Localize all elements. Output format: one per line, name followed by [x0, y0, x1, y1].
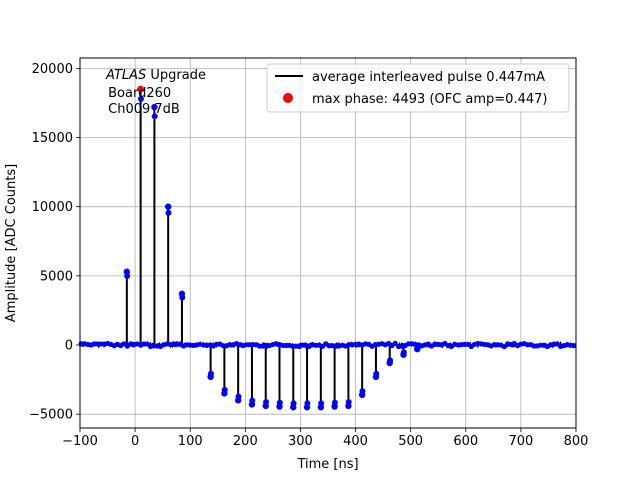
- sample-marker: [571, 343, 577, 349]
- spike-sample-marker: [304, 400, 311, 407]
- spike-sample-marker: [318, 400, 325, 407]
- x-tick-label: 100: [178, 434, 203, 449]
- sample-marker: [392, 340, 398, 346]
- spike-sample-marker: [400, 349, 407, 356]
- y-tick-label: 20000: [32, 62, 73, 77]
- x-tick-label: 300: [288, 434, 313, 449]
- annotation-upgrade: Upgrade: [146, 68, 206, 83]
- spike-sample-marker: [359, 388, 366, 395]
- plot-frame: [79, 57, 577, 429]
- spike-sample-marker: [124, 272, 131, 279]
- spike-sample-marker: [221, 386, 228, 393]
- spike-sample-marker: [164, 203, 172, 210]
- x-tick-label: 800: [564, 434, 589, 449]
- y-tick-label: −5000: [29, 408, 73, 423]
- annotation-line-3: Ch009 7dB: [104, 102, 180, 117]
- spike-sample-marker: [179, 294, 186, 301]
- spike-sample-marker: [331, 399, 338, 406]
- annotation-line-1: ATLAS Upgrade: [105, 68, 206, 83]
- spike-sample-marker: [387, 357, 394, 364]
- x-tick-label: 500: [398, 434, 423, 449]
- spike-sample-marker: [263, 398, 270, 405]
- x-tick-label: 200: [233, 434, 258, 449]
- x-tick-label: 700: [508, 434, 533, 449]
- sample-markers: [78, 85, 577, 411]
- legend-entry-max-phase: max phase: 4493 (OFC amp=0.447): [312, 92, 547, 107]
- spike-sample-marker: [137, 95, 144, 102]
- legend: average interleaved pulse 0.447mA max ph…: [266, 63, 570, 113]
- y-tick-label: 15000: [32, 131, 73, 146]
- legend-box: [266, 63, 570, 113]
- spike-sample-marker: [151, 113, 158, 120]
- spike-sample-marker: [207, 370, 214, 377]
- annotation: ATLAS Upgrade Board260 Ch009 7dB: [104, 68, 206, 117]
- max-phase-point: [137, 85, 145, 93]
- spike-sample-marker: [345, 398, 352, 405]
- y-tick-label: 10000: [32, 200, 73, 215]
- y-tick-label: 0: [65, 339, 73, 354]
- annotation-line-2: Board260: [104, 86, 171, 101]
- spike-sample-marker: [290, 400, 297, 407]
- x-axis-title: Time [ns]: [296, 457, 358, 472]
- axis-ticks: −100 0 100 200 300 400 500 600 700 800 −5000 0 5000 1…: [29, 62, 588, 449]
- spike-sample-marker: [151, 103, 158, 111]
- x-tick-label: 600: [453, 434, 478, 449]
- x-tick-label: 400: [343, 434, 368, 449]
- x-tick-label: −100: [62, 434, 98, 449]
- y-tick-label: 5000: [40, 269, 73, 284]
- spike-sample-marker: [373, 370, 380, 377]
- spike-sample-marker: [276, 399, 283, 406]
- spike-sample-marker: [249, 397, 256, 404]
- x-tick-label: 0: [131, 434, 139, 449]
- legend-entry-average-pulse: average interleaved pulse 0.447mA: [312, 70, 545, 85]
- annotation-atlas: ATLAS: [105, 68, 146, 83]
- y-axis-title: Amplitude [ADC Counts]: [4, 164, 19, 322]
- spike-sample-marker: [414, 343, 421, 350]
- spike-sample-marker: [235, 393, 242, 400]
- legend-dot-swatch: [283, 93, 293, 103]
- spike-sample-marker: [165, 209, 172, 216]
